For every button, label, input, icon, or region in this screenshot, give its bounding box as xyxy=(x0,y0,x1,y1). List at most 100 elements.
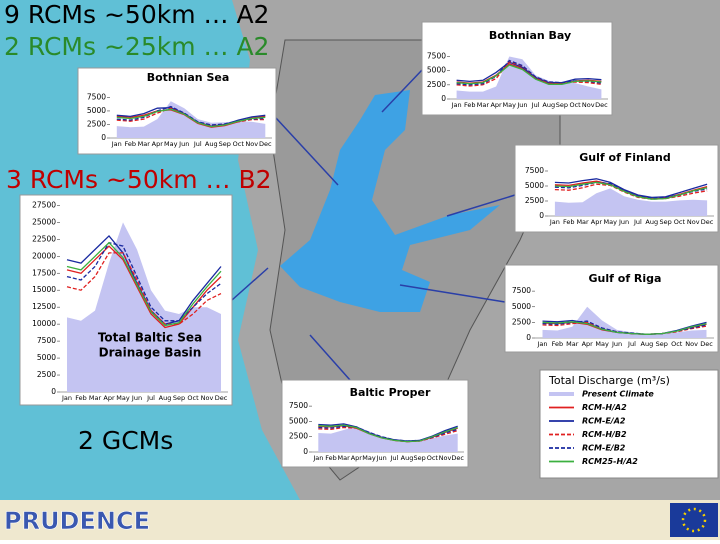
x-tick-label: Mar xyxy=(338,454,351,462)
x-tick-label: Apr xyxy=(591,218,603,226)
x-tick-label: Jul xyxy=(627,340,636,348)
legend-label: RCM-E/B2 xyxy=(582,444,626,453)
x-tick-label: Jan xyxy=(61,394,72,402)
y-tick-label: 7500 xyxy=(512,286,531,295)
chart-title: Bothnian Bay xyxy=(489,29,571,42)
legend-label: RCM-E/A2 xyxy=(582,417,626,426)
chart-title: Gulf of Finland xyxy=(579,151,670,164)
heading: 3 RCMs ~50km … B2 xyxy=(6,165,272,194)
y-tick-label: 2500 xyxy=(289,432,308,441)
line xyxy=(66,241,222,322)
heading: 2 RCMs ~25km … A2 xyxy=(4,32,269,61)
x-tick-label: Jul xyxy=(531,101,540,109)
x-tick-label: May xyxy=(362,454,376,462)
y-tick-label: 2500 xyxy=(525,196,544,205)
line xyxy=(456,64,602,85)
line xyxy=(66,241,222,327)
y-tick-label: 2500 xyxy=(427,80,446,89)
y-tick-label: 0 xyxy=(101,133,106,142)
x-tick-label: Nov xyxy=(582,101,595,109)
connector xyxy=(399,284,506,303)
y-tick-label: 7500 xyxy=(87,92,106,101)
chart-box xyxy=(77,67,277,155)
line xyxy=(554,178,708,199)
legend-label: RCM-H/A2 xyxy=(582,403,627,412)
connector xyxy=(381,69,423,113)
x-tick-label: May xyxy=(164,140,178,148)
x-tick-label: Aug xyxy=(645,218,658,226)
x-tick-label: May xyxy=(595,340,609,348)
legend: Total Discharge (m³/s) Present Climate RC… xyxy=(539,369,719,479)
x-tick-label: Dec xyxy=(701,218,714,226)
x-tick-label: Oct xyxy=(233,140,245,148)
x-tick-label: Apr xyxy=(152,140,164,148)
y-tick-label: 5000 xyxy=(525,181,544,190)
x-tick-label: Sep xyxy=(173,394,185,402)
x-tick-label: Apr xyxy=(582,340,594,348)
x-tick-label: Mar xyxy=(576,218,589,226)
y-tick-label: 20000 xyxy=(32,251,56,260)
y-tick-label: 25000 xyxy=(32,217,56,226)
x-tick-label: Sep xyxy=(659,218,671,226)
chart-title: Baltic Proper xyxy=(350,386,431,399)
legend-label: Present Climate xyxy=(582,390,654,399)
x-tick-label: Jul xyxy=(146,394,155,402)
x-tick-label: Oct xyxy=(427,454,439,462)
y-tick-label: 7500 xyxy=(525,166,544,175)
x-tick-label: Apr xyxy=(103,394,115,402)
x-tick-label: Feb xyxy=(552,340,564,348)
connector xyxy=(231,267,269,301)
chart: 0 2500 5000 7500 Jan Feb Mar Apr May Jun Jul Aug Sep… xyxy=(421,21,613,116)
x-tick-label: Feb xyxy=(464,101,476,109)
footer xyxy=(0,500,720,540)
x-tick-label: Sep xyxy=(414,454,426,462)
x-tick-label: Aug xyxy=(401,454,414,462)
y-tick-label: 2500 xyxy=(512,317,531,326)
x-tick-label: Jul xyxy=(389,454,398,462)
area xyxy=(542,306,707,338)
y-tick-label: 17500 xyxy=(32,268,56,277)
line xyxy=(554,181,708,200)
x-tick-label: Dec xyxy=(451,454,464,462)
x-tick-label: Sep xyxy=(656,340,668,348)
line xyxy=(66,252,222,325)
logo: PRUDENCE xyxy=(4,507,150,535)
area xyxy=(456,56,602,99)
heading: 2 GCMs xyxy=(78,426,173,455)
y-tick-label: 12500 xyxy=(32,302,56,311)
x-tick-label: Oct xyxy=(671,340,683,348)
x-tick-label: Jan xyxy=(549,218,560,226)
legend-title: Total Discharge (m³/s) xyxy=(548,374,670,387)
chart: 0 2500 5000 7500 Jan Feb Mar Apr May Jun Jul Aug Sep… xyxy=(77,67,277,155)
x-tick-label: Jun xyxy=(618,218,629,226)
x-tick-label: May xyxy=(604,218,618,226)
x-tick-label: Aug xyxy=(159,394,172,402)
x-tick-label: May xyxy=(116,394,130,402)
x-tick-label: Nov xyxy=(439,454,452,462)
y-tick-label: 5000 xyxy=(427,66,446,75)
x-tick-label: Feb xyxy=(563,218,575,226)
y-tick-label: 10000 xyxy=(32,319,56,328)
connector xyxy=(446,194,516,217)
y-tick-label: 22500 xyxy=(32,234,56,243)
x-tick-label: Aug xyxy=(205,140,218,148)
y-tick-label: 5000 xyxy=(512,302,531,311)
y-tick-label: 27500 xyxy=(32,200,56,209)
x-tick-label: Jan xyxy=(111,140,122,148)
connector xyxy=(309,334,351,381)
x-tick-label: Jun xyxy=(516,101,527,109)
x-tick-label: Jul xyxy=(193,140,202,148)
line xyxy=(456,59,602,86)
line xyxy=(542,321,707,335)
baltic-sea xyxy=(280,90,500,312)
x-tick-label: Sep xyxy=(219,140,231,148)
y-tick-label: 0 xyxy=(539,211,544,220)
y-tick-label: 7500 xyxy=(289,401,308,410)
line xyxy=(116,105,266,126)
y-tick-label: 7500 xyxy=(37,336,56,345)
x-tick-label: Mar xyxy=(89,394,102,402)
x-tick-label: Nov xyxy=(685,340,698,348)
y-tick-label: 2500 xyxy=(87,119,106,128)
